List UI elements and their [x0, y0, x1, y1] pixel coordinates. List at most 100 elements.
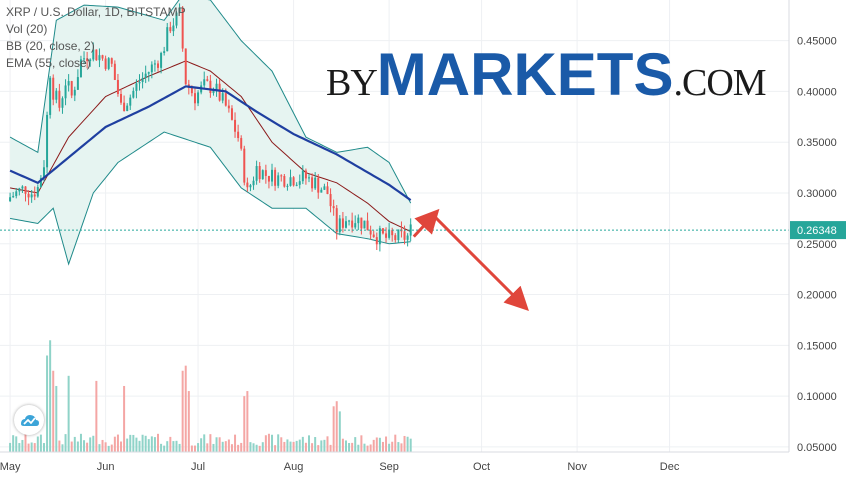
- candle-body[interactable]: [30, 194, 33, 198]
- candle-body[interactable]: [224, 93, 227, 106]
- candle-body[interactable]: [58, 90, 61, 108]
- candle-body[interactable]: [227, 105, 230, 109]
- candle-body[interactable]: [308, 177, 310, 179]
- candle-body[interactable]: [52, 77, 55, 100]
- candle-body[interactable]: [79, 59, 82, 78]
- forecast-arrow[interactable]: [412, 208, 440, 238]
- candle-body[interactable]: [163, 51, 166, 53]
- candle-body[interactable]: [246, 182, 249, 188]
- candle-body[interactable]: [394, 235, 397, 241]
- candle-body[interactable]: [234, 119, 237, 132]
- candle-body[interactable]: [104, 58, 107, 69]
- candle-body[interactable]: [335, 208, 338, 233]
- candle-body[interactable]: [107, 58, 110, 69]
- candle-body[interactable]: [61, 98, 64, 108]
- candle-body[interactable]: [267, 175, 270, 182]
- legend-symbol[interactable]: XRP / U.S. Dollar, 1D, BITSTAMP: [6, 5, 186, 19]
- candle-body[interactable]: [126, 105, 129, 111]
- candle-body[interactable]: [160, 52, 163, 68]
- legend-bollinger[interactable]: BB (20, close, 2): [6, 39, 95, 53]
- candle-body[interactable]: [332, 206, 335, 209]
- candle-body[interactable]: [292, 177, 295, 186]
- candle-body[interactable]: [320, 189, 323, 193]
- candle-body[interactable]: [98, 55, 101, 61]
- candle-body[interactable]: [92, 49, 95, 60]
- candle-body[interactable]: [317, 177, 320, 193]
- candle-body[interactable]: [264, 170, 267, 176]
- candle-body[interactable]: [255, 166, 258, 181]
- candle-body[interactable]: [243, 148, 246, 183]
- candle-body[interactable]: [391, 230, 394, 236]
- candle-body[interactable]: [338, 218, 341, 233]
- candle-body[interactable]: [36, 187, 39, 197]
- candle-body[interactable]: [18, 188, 21, 192]
- candle-body[interactable]: [197, 92, 200, 104]
- candle-body[interactable]: [249, 185, 252, 188]
- forecast-arrow[interactable]: [434, 216, 529, 311]
- candle-body[interactable]: [55, 90, 58, 100]
- candle-body[interactable]: [261, 170, 264, 180]
- candle-body[interactable]: [298, 181, 301, 185]
- candle-body[interactable]: [215, 83, 218, 91]
- candle-body[interactable]: [240, 138, 243, 149]
- candle-body[interactable]: [360, 217, 363, 229]
- candle-body[interactable]: [190, 87, 193, 94]
- candle-body[interactable]: [397, 229, 400, 241]
- candle-body[interactable]: [33, 194, 36, 197]
- candle-body[interactable]: [286, 185, 289, 187]
- candle-body[interactable]: [21, 186, 24, 189]
- candle-body[interactable]: [283, 176, 286, 187]
- candle-body[interactable]: [375, 237, 378, 245]
- candle-body[interactable]: [203, 79, 206, 86]
- candle-body[interactable]: [169, 27, 172, 32]
- candle-body[interactable]: [129, 97, 132, 106]
- candle-body[interactable]: [64, 85, 67, 99]
- candle-body[interactable]: [120, 93, 123, 103]
- candle-body[interactable]: [311, 177, 314, 189]
- candle-body[interactable]: [12, 196, 15, 198]
- candle-body[interactable]: [83, 58, 86, 60]
- candle-body[interactable]: [301, 170, 304, 182]
- candle-body[interactable]: [218, 83, 221, 101]
- tradingview-logo-button[interactable]: [14, 405, 44, 435]
- candle-body[interactable]: [110, 58, 113, 64]
- candle-body[interactable]: [354, 223, 357, 228]
- candle-body[interactable]: [153, 63, 156, 65]
- candle-body[interactable]: [409, 224, 412, 236]
- candle-body[interactable]: [258, 166, 261, 180]
- candle-body[interactable]: [403, 231, 406, 240]
- candle-body[interactable]: [193, 93, 196, 104]
- candle-body[interactable]: [289, 177, 292, 186]
- candle-body[interactable]: [135, 83, 138, 91]
- candle-body[interactable]: [9, 197, 12, 202]
- candle-body[interactable]: [366, 220, 369, 231]
- candle-body[interactable]: [39, 177, 42, 188]
- candle-body[interactable]: [178, 8, 181, 13]
- candle-body[interactable]: [209, 80, 212, 94]
- candle-body[interactable]: [341, 218, 344, 228]
- candle-body[interactable]: [46, 114, 49, 168]
- candle-body[interactable]: [323, 186, 326, 190]
- candle-body[interactable]: [24, 186, 27, 194]
- candle-body[interactable]: [172, 25, 175, 32]
- candle-body[interactable]: [381, 228, 384, 234]
- candle-body[interactable]: [184, 48, 187, 85]
- candle-body[interactable]: [147, 72, 150, 74]
- candle-body[interactable]: [95, 49, 98, 61]
- candle-body[interactable]: [116, 79, 119, 94]
- candle-body[interactable]: [76, 77, 79, 90]
- candle-body[interactable]: [357, 217, 360, 224]
- candle-body[interactable]: [206, 79, 209, 81]
- candle-body[interactable]: [157, 63, 159, 68]
- candle-body[interactable]: [277, 175, 280, 186]
- candle-body[interactable]: [280, 175, 283, 177]
- candle-body[interactable]: [166, 27, 169, 52]
- candle-body[interactable]: [123, 102, 126, 111]
- candle-body[interactable]: [70, 81, 73, 96]
- candle-body[interactable]: [141, 77, 144, 83]
- candle-body[interactable]: [42, 167, 45, 178]
- candle-body[interactable]: [363, 220, 366, 229]
- candle-body[interactable]: [67, 81, 70, 86]
- candle-body[interactable]: [314, 177, 317, 189]
